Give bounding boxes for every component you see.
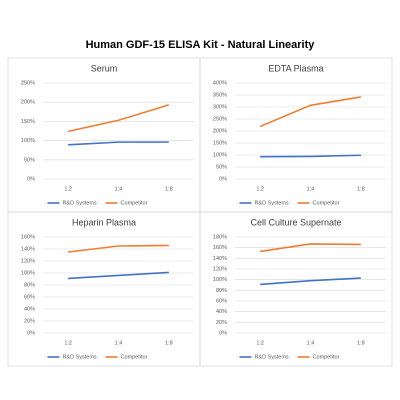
y-tick-label: 200% — [213, 128, 227, 134]
series-line — [67, 104, 170, 133]
x-tick-label: 1:2 — [256, 340, 264, 346]
series-line — [68, 244, 169, 253]
series-line — [68, 271, 169, 280]
y-tick-label: 40% — [24, 306, 35, 312]
y-tick-label: 150% — [21, 119, 35, 125]
y-tick-label: 140% — [213, 256, 227, 262]
x-tick-label: 1:8 — [165, 340, 173, 346]
y-tick-label: 160% — [21, 234, 35, 240]
x-tick-label: 1:8 — [357, 340, 365, 346]
y-tick-label: 0% — [219, 330, 227, 336]
y-tick-label: 100% — [21, 270, 35, 276]
y-tick-label: 40% — [216, 309, 227, 315]
legend-label: Competitor — [121, 354, 148, 360]
panel-title: Serum — [91, 63, 118, 73]
y-tick-label: 80% — [216, 288, 227, 294]
y-tick-label: 120% — [213, 266, 227, 272]
series-line — [260, 154, 361, 158]
page-title: Human GDF-15 ELISA Kit - Natural Lineari… — [86, 39, 316, 51]
x-tick-label: 1:8 — [357, 186, 365, 192]
legend-label: R&D Systems — [254, 354, 288, 360]
x-tick-label: 1:4 — [115, 340, 123, 346]
x-tick-label: 1:2 — [64, 186, 72, 192]
panel-border — [199, 211, 393, 367]
y-tick-label: 200% — [21, 100, 35, 106]
y-tick-label: 100% — [21, 138, 35, 144]
y-tick-label: 60% — [24, 294, 35, 300]
legend-label: R&D Systems — [62, 354, 96, 360]
legend-label: R&D Systems — [62, 200, 96, 206]
y-tick-label: 160% — [213, 245, 227, 251]
y-tick-label: 180% — [213, 234, 227, 240]
y-tick-label: 20% — [216, 320, 227, 326]
panel-title: EDTA Plasma — [268, 63, 323, 73]
y-tick-label: 100% — [213, 152, 227, 158]
y-tick-label: 0% — [27, 176, 35, 182]
y-tick-label: 250% — [213, 116, 227, 122]
x-tick-label: 1:8 — [165, 186, 173, 192]
legend-label: Competitor — [121, 200, 148, 206]
legend-label: R&D Systems — [254, 200, 288, 206]
series-line — [260, 277, 361, 286]
panel-title: Cell Culture Supernate — [250, 217, 341, 227]
y-tick-label: 60% — [216, 298, 227, 304]
y-tick-label: 100% — [213, 277, 227, 283]
panel-title: Heparin Plasma — [72, 217, 136, 227]
y-tick-label: 120% — [21, 258, 35, 264]
y-tick-label: 0% — [27, 330, 35, 336]
x-tick-label: 1:2 — [256, 186, 264, 192]
y-tick-label: 400% — [213, 80, 227, 86]
y-tick-label: 80% — [24, 282, 35, 288]
series-line — [259, 96, 361, 128]
y-tick-label: 140% — [21, 246, 35, 252]
y-tick-label: 150% — [213, 140, 227, 146]
x-tick-label: 1:4 — [307, 186, 315, 192]
y-tick-label: 350% — [213, 92, 227, 98]
legend-label: Competitor — [313, 354, 340, 360]
x-tick-label: 1:4 — [307, 340, 315, 346]
legend-label: Competitor — [313, 200, 340, 206]
y-tick-label: 20% — [24, 318, 35, 324]
y-tick-label: 50% — [24, 157, 35, 163]
y-tick-label: 0% — [219, 176, 227, 182]
x-tick-label: 1:4 — [115, 186, 123, 192]
series-line — [260, 243, 361, 253]
series-line — [68, 141, 169, 146]
y-tick-label: 300% — [213, 104, 227, 110]
x-tick-label: 1:2 — [64, 340, 72, 346]
y-tick-label: 250% — [21, 80, 35, 86]
y-tick-label: 50% — [216, 164, 227, 170]
